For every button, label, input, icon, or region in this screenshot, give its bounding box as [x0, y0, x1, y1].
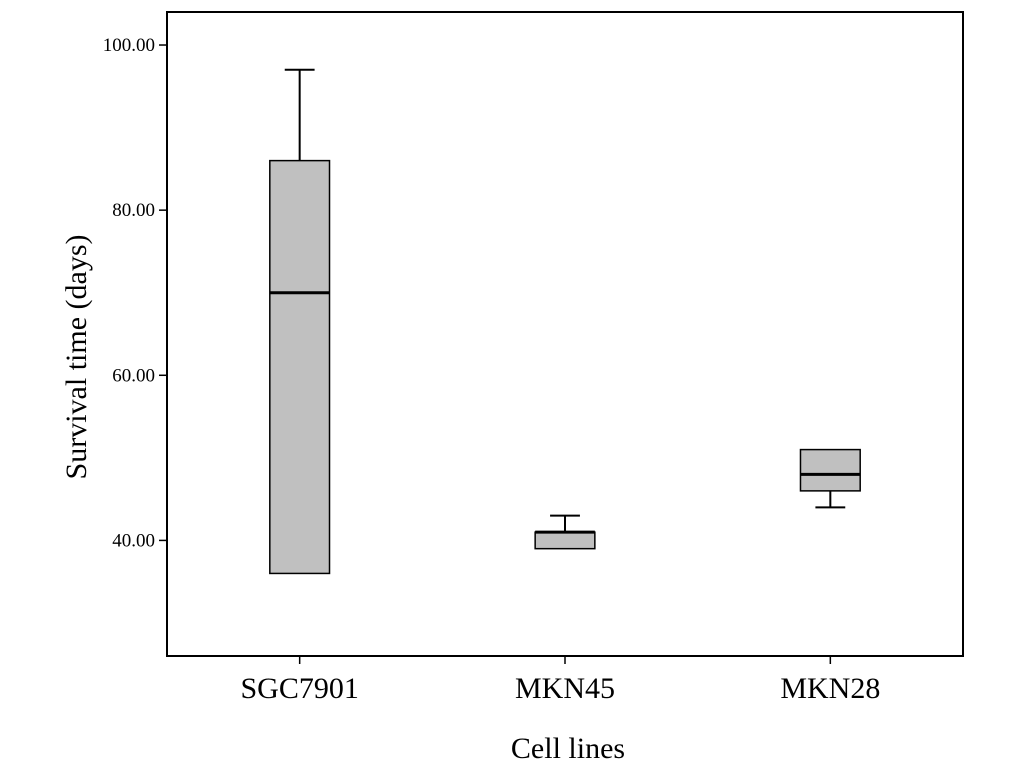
- box-sgc7901: [269, 68, 331, 575]
- y-axis: 40.00 60.00 80.00 100.00: [103, 35, 167, 551]
- box-mkn28: [799, 448, 861, 509]
- y-axis-title: Survival time (days): [60, 235, 93, 480]
- y-tick-label: 100.00: [103, 35, 155, 56]
- box-iqr: [799, 448, 861, 492]
- x-axis-title: Cell lines: [511, 732, 625, 765]
- box-mkn45: [534, 514, 596, 550]
- x-tick-label: MKN28: [780, 672, 880, 705]
- boxes: [269, 68, 861, 575]
- y-tick-label: 40.00: [112, 530, 155, 551]
- box-iqr: [269, 159, 331, 575]
- x-tick-label: MKN45: [515, 672, 615, 705]
- y-tick-label: 80.00: [112, 200, 155, 221]
- x-tick-label: SGC7901: [240, 672, 358, 705]
- box-iqr: [534, 531, 596, 550]
- y-tick-label: 60.00: [112, 365, 155, 386]
- x-axis: SGC7901 MKN45 MKN28: [240, 656, 880, 705]
